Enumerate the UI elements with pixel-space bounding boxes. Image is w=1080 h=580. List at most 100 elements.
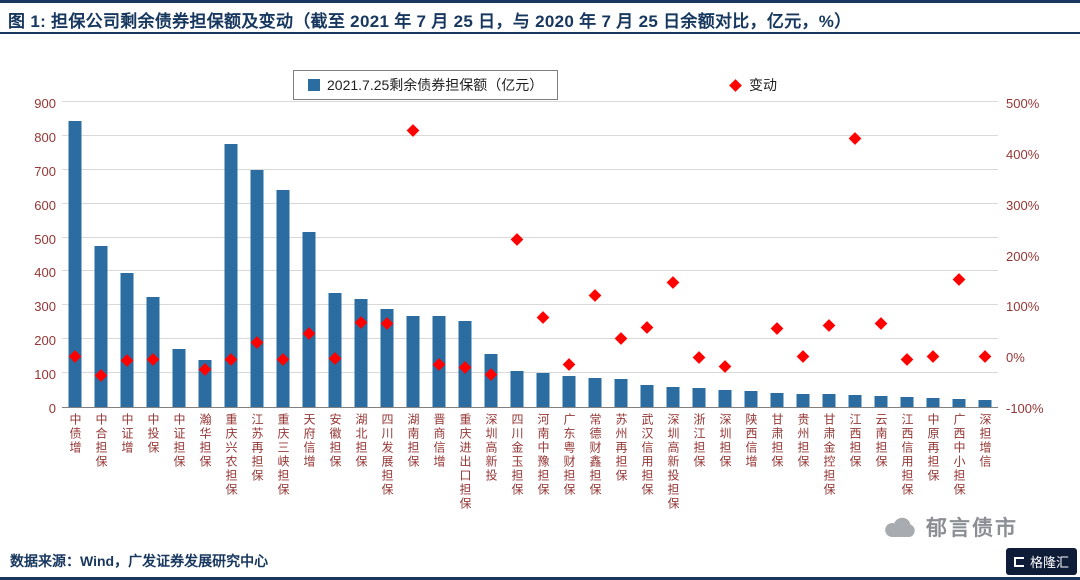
- x-category-text: 中原再担保: [926, 413, 940, 483]
- bar: [952, 398, 966, 407]
- bar-slot: [660, 103, 686, 407]
- bar-slot: [634, 103, 660, 407]
- gridline: [62, 236, 998, 238]
- y-axis-right-tick: -100%: [1006, 401, 1044, 416]
- y-axis-right-tick: 0%: [1006, 350, 1025, 366]
- legend-change-series: 变动: [729, 75, 777, 95]
- bar-legend-marker: [308, 79, 320, 91]
- bar-slot: [270, 103, 296, 407]
- bar-legend-label: 2021.7.25剩余债券担保额（亿元）: [327, 77, 544, 93]
- x-category-text: 安徽担保: [328, 413, 342, 469]
- x-category-text: 晋商信增: [432, 413, 446, 469]
- x-category-text: 中投保: [145, 413, 160, 455]
- x-category-text: 中债增: [68, 413, 82, 455]
- bar-slot: [894, 103, 920, 407]
- change-marker: [536, 310, 550, 324]
- bar: [718, 390, 732, 407]
- x-category-text: 云南担保: [874, 413, 888, 469]
- bar-slot: [972, 103, 998, 407]
- top-rule: [0, 0, 1080, 3]
- x-category-text: 江西担保: [848, 413, 862, 469]
- gridline: [62, 202, 998, 204]
- bar-slot: [88, 103, 114, 407]
- bar-slot: [452, 103, 478, 407]
- change-marker: [640, 320, 654, 334]
- bar-slot: [322, 103, 348, 407]
- bar: [666, 386, 680, 407]
- title-divider: [0, 32, 1080, 34]
- gridline: [62, 270, 998, 272]
- y-axis-left-tick: 700: [34, 163, 56, 179]
- change-marker: [874, 317, 888, 330]
- x-category-label: 武汉信用担保: [634, 413, 660, 497]
- x-category-label: 湖南担保: [400, 413, 426, 469]
- x-category-label: 中证担保: [166, 413, 192, 469]
- bar: [640, 384, 654, 407]
- change-marker: [510, 233, 524, 247]
- change-marker: [848, 131, 862, 145]
- bar-slot: [790, 103, 816, 407]
- x-category-label: 常德财鑫担保: [582, 413, 608, 497]
- x-category-text: 瀚华担保: [197, 413, 212, 469]
- x-category-text: 四川金玉担保: [510, 413, 524, 497]
- change-marker: [562, 357, 576, 371]
- y-axis-left-tick: 300: [34, 299, 56, 315]
- y-axis-left: 900 800 700 600 500 400 300 200 100 0: [0, 96, 56, 416]
- x-category-text: 苏州再担保: [614, 413, 628, 483]
- bar-slot: [608, 103, 634, 407]
- bar-slot: [816, 103, 842, 407]
- x-category-text: 重庆兴农担保: [223, 413, 238, 497]
- data-source: 数据来源：Wind，广发证券发展研究中心: [10, 553, 269, 569]
- gridline: [62, 101, 998, 102]
- bar: [68, 120, 82, 407]
- y-axis-left-tick: 200: [34, 333, 56, 349]
- bar-slot: [504, 103, 530, 407]
- x-category-text: 武汉信用担保: [640, 413, 654, 497]
- x-category-label: 四川发展担保: [374, 413, 400, 497]
- bar: [354, 298, 368, 407]
- x-category-label: 湖北担保: [348, 413, 374, 469]
- bar-slot: [400, 103, 426, 407]
- y-axis-right-tick: 300%: [1006, 197, 1040, 213]
- y-axis-left-tick: 800: [34, 129, 56, 145]
- x-category-label: 广西中小担保: [946, 413, 972, 497]
- bar-slot: [296, 103, 322, 407]
- bar: [172, 349, 186, 407]
- x-category-text: 陕西信增: [744, 413, 758, 469]
- gridline: [62, 168, 998, 170]
- x-category-text: 甘肃担保: [770, 413, 784, 469]
- bar-slot: [686, 103, 712, 407]
- bar-slot: [842, 103, 868, 407]
- bar: [614, 378, 628, 407]
- bar: [874, 396, 888, 407]
- bar: [562, 375, 576, 407]
- y-axis-left-tick: 900: [34, 96, 56, 111]
- bar: [796, 393, 810, 407]
- change-marker: [718, 360, 732, 374]
- x-category-label: 重庆进出口担保: [452, 413, 478, 511]
- x-category-text: 常德财鑫担保: [588, 413, 602, 497]
- bar: [250, 169, 264, 407]
- x-category-label: 中证增: [114, 413, 140, 455]
- x-category-label: 江西信用担保: [894, 413, 920, 497]
- bar: [328, 293, 342, 407]
- x-category-text: 重庆三峡担保: [276, 413, 290, 497]
- x-category-label: 深圳高新投: [478, 413, 504, 483]
- bar-slot: [868, 103, 894, 407]
- y-axis-left-tick: 500: [34, 231, 56, 247]
- bar: [276, 190, 290, 407]
- x-category-text: 江西信用担保: [900, 413, 914, 497]
- x-category-text: 广西中小担保: [952, 413, 966, 497]
- bar: [588, 377, 602, 407]
- x-category-text: 江苏再担保: [250, 413, 264, 483]
- change-marker: [666, 276, 680, 290]
- bar-slot: [62, 103, 88, 407]
- bar: [380, 308, 394, 407]
- x-category-text: 深担增信: [978, 413, 992, 469]
- y-axis-right-tick: 200%: [1006, 248, 1040, 264]
- bar-slot: [192, 103, 218, 407]
- change-marker: [614, 332, 628, 346]
- gridline: [62, 372, 998, 374]
- bar-slot: [738, 103, 764, 407]
